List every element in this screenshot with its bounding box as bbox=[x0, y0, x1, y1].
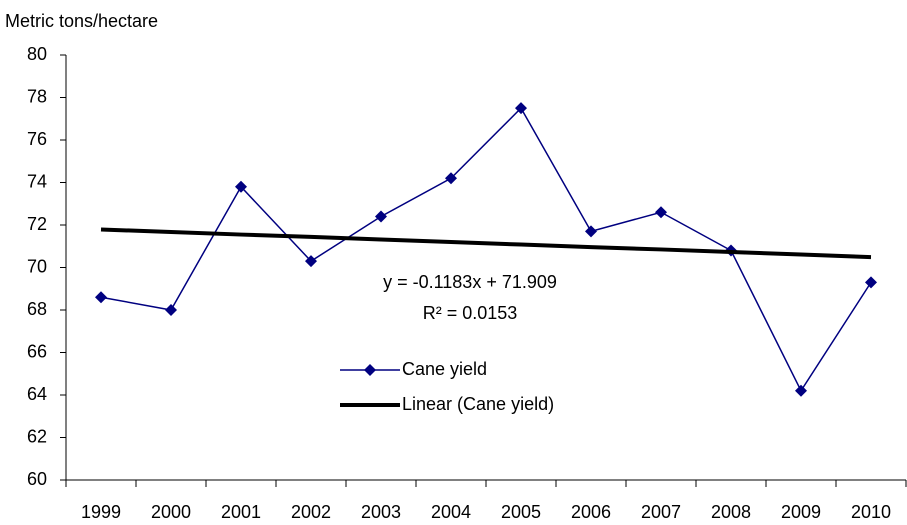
y-tick-label: 74 bbox=[27, 171, 47, 191]
x-tick-label: 2005 bbox=[501, 502, 541, 522]
series-line bbox=[100, 106, 872, 393]
y-tick-label: 62 bbox=[27, 426, 47, 446]
y-axis-label: Metric tons/hectare bbox=[5, 11, 158, 31]
data-point bbox=[445, 172, 457, 185]
data-point bbox=[235, 180, 247, 193]
trend-equation: y = -0.1183x + 71.909 bbox=[383, 272, 557, 292]
data-point bbox=[585, 225, 597, 238]
data-point bbox=[865, 276, 877, 289]
x-tick-label: 2010 bbox=[851, 502, 891, 522]
trend-line bbox=[100, 227, 872, 260]
y-tick-label: 72 bbox=[27, 214, 47, 234]
y-tick-label: 70 bbox=[27, 256, 47, 276]
legend-label: Linear (Cane yield) bbox=[402, 394, 554, 414]
data-point bbox=[655, 206, 667, 219]
legend-marker bbox=[364, 364, 376, 376]
data-point bbox=[795, 384, 807, 397]
x-tick-label: 2002 bbox=[291, 502, 331, 522]
x-tick-label: 2004 bbox=[431, 502, 471, 522]
y-tick-label: 68 bbox=[27, 299, 47, 319]
x-tick-label: 2001 bbox=[221, 502, 261, 522]
y-tick-label: 60 bbox=[27, 469, 47, 489]
x-tick-label: 2003 bbox=[361, 502, 401, 522]
trend-r-squared: R² = 0.0153 bbox=[423, 303, 518, 323]
y-tick-label: 76 bbox=[27, 129, 47, 149]
x-tick-label: 1999 bbox=[81, 502, 121, 522]
x-tick-label: 2000 bbox=[151, 502, 191, 522]
x-tick-label: 2007 bbox=[641, 502, 681, 522]
y-tick-label: 80 bbox=[27, 44, 47, 64]
x-tick-label: 2006 bbox=[571, 502, 611, 522]
data-point bbox=[515, 102, 527, 115]
y-tick-label: 66 bbox=[27, 341, 47, 361]
x-tick-label: 2009 bbox=[781, 502, 821, 522]
data-point bbox=[95, 291, 107, 304]
y-tick-label: 78 bbox=[27, 86, 47, 106]
x-tick-label: 2008 bbox=[711, 502, 751, 522]
legend-label: Cane yield bbox=[402, 359, 487, 379]
data-point bbox=[375, 210, 387, 223]
data-point bbox=[305, 255, 317, 268]
data-point bbox=[165, 304, 177, 316]
y-tick-label: 64 bbox=[27, 384, 47, 404]
